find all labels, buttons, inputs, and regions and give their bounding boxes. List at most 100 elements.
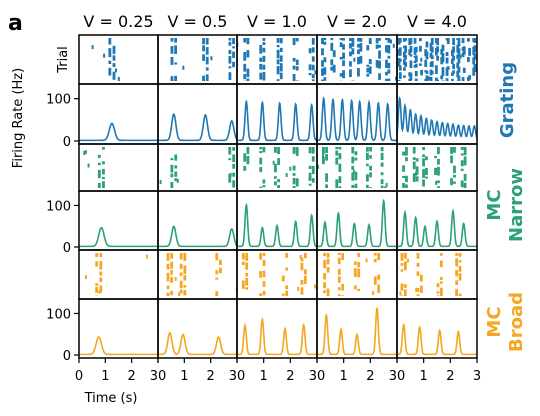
raster-tick	[446, 66, 450, 70]
rate-panel	[236, 190, 318, 251]
raster-tick	[357, 268, 361, 278]
panel-label: a	[8, 11, 23, 36]
raster-panel	[396, 34, 478, 85]
x-tick-label: 2	[128, 369, 136, 384]
raster-tick	[398, 47, 402, 56]
raster-tick	[359, 55, 363, 64]
raster-tick	[357, 68, 360, 77]
raster-tick	[397, 79, 401, 81]
raster-tick	[330, 42, 334, 51]
raster-tick	[337, 257, 341, 265]
raster-tick	[413, 38, 417, 44]
raster-tick	[357, 44, 360, 48]
raster-tick	[441, 53, 445, 63]
raster-tick	[99, 285, 103, 293]
x-tick-label: 30	[229, 369, 246, 384]
raster-tick	[228, 38, 232, 41]
x-tick-label: 1	[180, 369, 188, 384]
raster-tick	[446, 38, 450, 45]
raster-tick	[262, 71, 266, 81]
raster-tick	[170, 261, 174, 269]
raster-tick	[170, 158, 174, 161]
raster-tick	[366, 184, 369, 188]
raster-tick	[337, 276, 341, 283]
raster-tick	[338, 163, 342, 172]
raster-panel	[236, 249, 318, 300]
raster-tick	[378, 60, 381, 69]
raster-tick	[262, 55, 266, 62]
raster-tick	[404, 55, 408, 60]
raster-tick	[259, 271, 263, 278]
rate-panel	[396, 83, 478, 145]
raster-tick	[338, 186, 342, 188]
raster-tick	[102, 161, 105, 165]
raster-tick	[369, 172, 372, 178]
raster-tick	[460, 147, 464, 150]
raster-tick	[385, 59, 388, 68]
raster-tick	[339, 73, 343, 77]
raster-panel	[316, 249, 398, 300]
raster-tick	[338, 153, 342, 160]
raster-tick	[259, 157, 263, 165]
raster-tick	[228, 55, 232, 64]
raster-panel	[157, 34, 238, 85]
raster-tick	[424, 59, 428, 68]
raster-tick	[246, 68, 250, 78]
stimulus-label: Narrow	[506, 168, 527, 242]
raster-tick	[351, 38, 355, 47]
raster-tick	[463, 147, 467, 156]
raster-tick	[170, 277, 174, 283]
raster-tick	[323, 67, 327, 75]
raster-tick	[332, 50, 336, 57]
raster-tick	[295, 147, 299, 156]
rate-trace	[316, 96, 397, 142]
raster-tick	[108, 38, 112, 45]
raster-tick	[375, 60, 379, 68]
raster-tick	[245, 277, 249, 286]
raster-tick	[416, 253, 420, 259]
raster-tick	[170, 182, 174, 188]
raster-tick	[170, 46, 174, 54]
raster-tick	[321, 38, 324, 45]
raster-tick	[262, 253, 266, 256]
raster-tick	[415, 287, 418, 292]
raster-tick	[335, 157, 339, 165]
raster-tick	[453, 174, 456, 178]
raster-tick	[405, 175, 408, 183]
raster-tick	[425, 51, 429, 60]
raster-tick	[330, 66, 334, 71]
raster-tick	[445, 67, 449, 76]
raster-tick	[378, 38, 381, 41]
raster-panel	[236, 143, 318, 192]
raster-panel	[316, 34, 398, 85]
raster-tick	[425, 41, 429, 48]
raster-tick	[430, 70, 434, 75]
y-tick-label: 100	[46, 199, 71, 214]
raster-tick	[325, 173, 328, 182]
raster-tick	[450, 78, 454, 81]
raster-tick	[414, 46, 418, 53]
raster-tick	[228, 158, 232, 161]
raster-tick	[389, 39, 392, 44]
raster-tick	[369, 187, 372, 188]
raster-tick	[245, 253, 249, 261]
raster-tick	[99, 261, 103, 270]
raster-tick	[412, 161, 416, 170]
raster-tick	[166, 263, 170, 270]
raster-tick	[405, 147, 408, 156]
raster-tick	[412, 173, 416, 182]
raster-tick	[458, 265, 462, 272]
raster-tick	[262, 270, 266, 278]
rate-trace	[158, 331, 237, 356]
raster-tick	[182, 65, 185, 70]
raster-tick	[262, 47, 266, 53]
raster-tick	[398, 65, 402, 71]
raster-tick	[450, 49, 454, 57]
raster-tick	[229, 172, 232, 177]
rate-frame	[78, 298, 159, 359]
raster-tick	[295, 59, 299, 65]
raster-tick	[259, 147, 263, 150]
raster-tick	[303, 275, 307, 284]
raster-tick	[303, 269, 307, 275]
raster-tick	[102, 147, 105, 150]
